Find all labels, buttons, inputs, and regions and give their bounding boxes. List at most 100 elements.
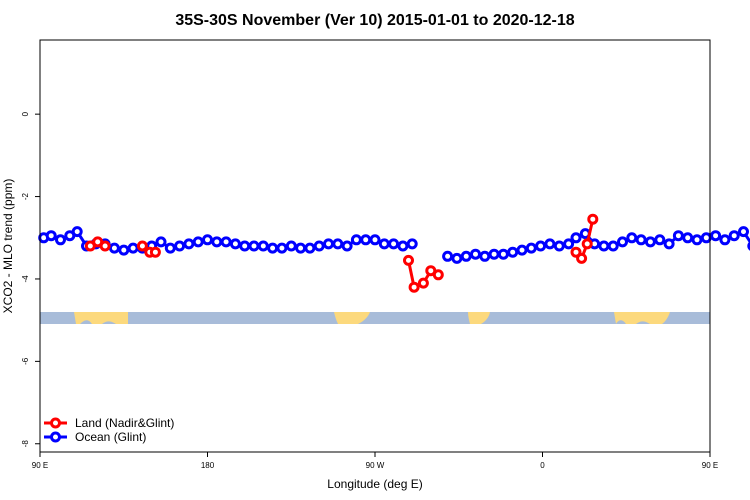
y-tick-label: -6 bbox=[21, 357, 30, 365]
data-point bbox=[587, 213, 599, 225]
data-point bbox=[276, 242, 288, 254]
data-point bbox=[350, 234, 362, 246]
data-point bbox=[341, 240, 353, 252]
data-point bbox=[406, 238, 418, 250]
data-point bbox=[248, 240, 260, 252]
data-point bbox=[257, 240, 269, 252]
series-land bbox=[84, 213, 599, 293]
x-tick-label: 0 bbox=[540, 461, 545, 470]
legend-ocean-label: Ocean (Glint) bbox=[75, 430, 146, 444]
data-point bbox=[470, 248, 481, 260]
data-point bbox=[174, 240, 186, 252]
land-south-africa bbox=[468, 312, 490, 324]
data-point bbox=[663, 238, 675, 250]
y-tick-label: 0 bbox=[21, 111, 30, 116]
data-point bbox=[598, 240, 610, 252]
data-point bbox=[332, 238, 344, 250]
legend-item-land: Land (Nadir&Glint) bbox=[44, 416, 174, 430]
data-point bbox=[118, 244, 130, 256]
ocean-band bbox=[40, 312, 710, 324]
land-shapes bbox=[74, 312, 670, 324]
data-point bbox=[202, 234, 213, 246]
x-axis-title: Longitude (deg E) bbox=[327, 477, 422, 491]
data-point bbox=[626, 232, 638, 244]
data-point bbox=[403, 254, 414, 266]
data-point bbox=[192, 236, 204, 248]
data-point bbox=[488, 248, 500, 260]
series-layer bbox=[38, 213, 750, 293]
y-axis: 0 -2 -4 -6 -8 bbox=[21, 111, 40, 447]
data-point bbox=[581, 238, 593, 250]
data-point bbox=[295, 242, 307, 254]
data-point bbox=[516, 244, 528, 256]
data-point bbox=[451, 252, 463, 264]
data-point bbox=[719, 234, 731, 246]
data-point bbox=[388, 238, 400, 250]
data-point bbox=[239, 240, 251, 252]
data-point bbox=[408, 281, 420, 293]
data-point bbox=[728, 230, 740, 242]
data-point bbox=[183, 238, 195, 250]
data-point bbox=[55, 234, 66, 246]
data-point bbox=[700, 232, 712, 244]
land-australia-repeat bbox=[614, 312, 670, 324]
data-point bbox=[738, 226, 749, 238]
data-point bbox=[682, 232, 694, 244]
data-point bbox=[432, 269, 444, 281]
data-point bbox=[220, 236, 232, 248]
data-point bbox=[442, 250, 454, 262]
data-point bbox=[460, 250, 472, 262]
x-tick-label: 90 E bbox=[702, 461, 718, 470]
data-point bbox=[644, 236, 656, 248]
data-point bbox=[164, 242, 176, 254]
y-tick-label: -4 bbox=[21, 275, 30, 283]
data-point bbox=[607, 240, 619, 252]
legend-land-label: Land (Nadir&Glint) bbox=[75, 416, 174, 430]
data-point bbox=[360, 234, 372, 246]
chart-title: 35S-30S November (Ver 10) 2015-01-01 to … bbox=[175, 12, 574, 29]
data-point bbox=[507, 246, 519, 258]
data-point bbox=[570, 246, 582, 258]
data-point bbox=[304, 242, 316, 254]
data-point bbox=[710, 230, 722, 242]
y-axis-title: XCO2 - MLO trend (ppm) bbox=[1, 179, 15, 314]
map-strip bbox=[40, 312, 710, 324]
data-point bbox=[369, 234, 381, 246]
legend-land-marker bbox=[50, 417, 61, 429]
data-point bbox=[535, 240, 547, 252]
data-point bbox=[691, 234, 703, 246]
land-australia bbox=[74, 312, 128, 324]
data-point bbox=[544, 238, 556, 250]
data-point bbox=[99, 240, 111, 252]
data-point bbox=[525, 242, 537, 254]
data-point bbox=[108, 242, 120, 254]
data-point bbox=[378, 238, 390, 250]
data-point bbox=[635, 234, 647, 246]
y-tick-label: -2 bbox=[21, 192, 30, 200]
data-point bbox=[654, 234, 666, 246]
data-point bbox=[479, 250, 491, 262]
data-point bbox=[155, 236, 167, 248]
series-ocean bbox=[38, 226, 750, 264]
data-point bbox=[45, 230, 57, 242]
data-point bbox=[397, 240, 409, 252]
data-point bbox=[672, 230, 684, 242]
data-point bbox=[553, 240, 565, 252]
data-point bbox=[570, 232, 582, 244]
y-tick-label: -8 bbox=[21, 440, 30, 448]
data-point bbox=[285, 240, 297, 252]
legend: Land (Nadir&Glint) Ocean (Glint) bbox=[44, 416, 174, 444]
data-point bbox=[136, 240, 148, 252]
data-point bbox=[576, 252, 588, 264]
data-point bbox=[127, 242, 139, 254]
data-point bbox=[617, 236, 628, 248]
x-axis: 90 E 180 90 W 0 90 E bbox=[32, 452, 718, 470]
x-tick-label: 90 W bbox=[366, 461, 385, 470]
data-point bbox=[417, 277, 429, 289]
land-south-america bbox=[334, 312, 370, 324]
data-point bbox=[313, 240, 325, 252]
x-tick-label: 90 E bbox=[32, 461, 48, 470]
x-tick-label: 180 bbox=[201, 461, 215, 470]
data-point bbox=[149, 246, 161, 258]
